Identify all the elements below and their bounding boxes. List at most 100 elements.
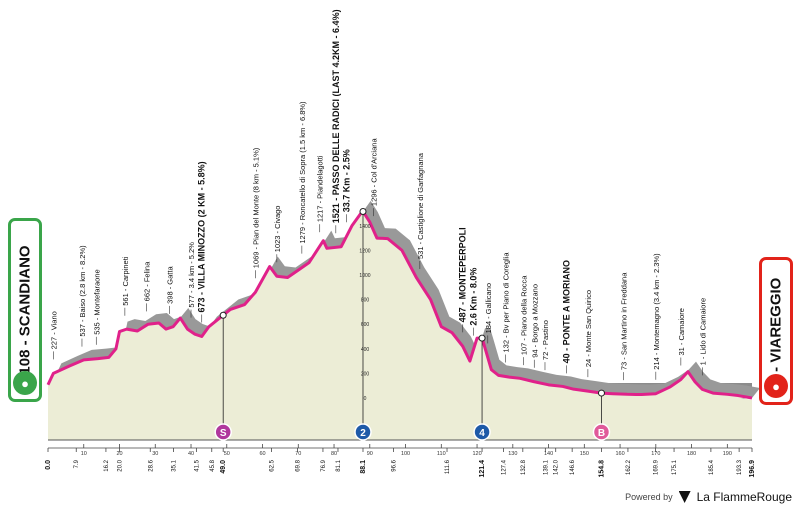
km-tick-label: 96.6 xyxy=(391,459,397,471)
place-label: 1521 - PASSO DELLE RADICI (LAST 4.2KM - … xyxy=(331,9,341,223)
km-tick-label: 142.0 xyxy=(554,459,560,475)
brand-name: La FlammeRouge xyxy=(696,490,792,504)
start-label: 108 - SCANDIANO xyxy=(16,245,34,375)
place-label: 1217 - Piandelagotti xyxy=(316,155,325,222)
km-tick-label: 41.5 xyxy=(194,459,200,471)
place-label: 33.7 Km - 2.5% xyxy=(342,149,352,212)
place-label: 531 - Castiglione di Garfagnana xyxy=(416,152,425,259)
marker-badge xyxy=(354,423,372,441)
km-tick-label: 35.1 xyxy=(171,459,177,471)
km-tick-label: 88.1 xyxy=(360,460,367,474)
place-label: 132 - Bv per Piano di Coreglia xyxy=(502,252,511,353)
marker-point xyxy=(478,334,486,342)
place-label: 561 - Carpineti xyxy=(121,256,130,306)
place-label: 662 - Felina xyxy=(142,261,151,301)
finish-badge: 0 - VIAREGGIO ● xyxy=(759,257,793,405)
bike-icon: ● xyxy=(13,371,37,395)
km-tick-label: 121.4 xyxy=(479,460,486,478)
place-label: 24 - Monte San Quirico xyxy=(584,290,593,367)
km-tick-label: 132.8 xyxy=(521,459,527,475)
place-label: 2.6 Km - 8.0% xyxy=(468,268,478,326)
km-tick-label: 0.0 xyxy=(45,460,52,470)
km-tick-label: 81.1 xyxy=(336,459,342,471)
marker-point xyxy=(597,389,605,397)
km-tick-label: 111.6 xyxy=(445,459,451,474)
minor-tick-label: 140 xyxy=(544,451,553,457)
km-tick-label: 146.6 xyxy=(570,459,576,475)
km-tick-label: 62.5 xyxy=(269,459,275,471)
place-label: 577 - 3.4 km - 5.2% xyxy=(187,242,196,308)
place-label: 1279 - Roncatello di Sopra (1.5 km - 6.8… xyxy=(298,101,307,244)
place-label: 72 - Pastino xyxy=(541,320,550,360)
km-tick-label: 45.8 xyxy=(210,459,216,471)
minor-tick-label: 190 xyxy=(723,451,732,457)
minor-tick-label: 170 xyxy=(651,451,660,457)
elevation-tick-label: 600 xyxy=(361,322,370,328)
km-tick-label: 162.2 xyxy=(626,459,632,475)
minor-tick-label: 160 xyxy=(615,451,624,457)
place-label: 31 - Camaiore xyxy=(677,308,686,356)
elevation-tick-label: 1400 xyxy=(359,224,370,230)
minor-tick-label: 80 xyxy=(331,451,337,457)
minor-tick-label: 110 xyxy=(437,451,446,457)
elevation-tick-label: 200 xyxy=(361,371,370,377)
km-tick-label: 154.8 xyxy=(598,460,605,478)
marker-point xyxy=(219,311,227,319)
minor-tick-label: 150 xyxy=(580,451,589,457)
place-label: 535 - Montefaraone xyxy=(92,269,101,334)
place-label: 398 - Gatta xyxy=(166,266,175,304)
place-label: 1069 - Pian del Monte (8 km - 5.1%) xyxy=(251,147,260,268)
minor-tick-label: 40 xyxy=(188,451,194,457)
footer: Powered by La FlammeRouge xyxy=(625,490,792,504)
km-tick-label: 185.4 xyxy=(709,459,715,475)
minor-tick-label: 120 xyxy=(472,451,481,457)
place-label: 73 - San Martino in Freddana xyxy=(620,272,629,370)
km-tick-label: 175.1 xyxy=(672,459,678,475)
marker-badge xyxy=(592,423,611,441)
place-label: 94 - Borgo a Mozzano xyxy=(530,284,539,358)
place-label: 1023 - Civago xyxy=(273,206,282,253)
km-tick-label: 169.9 xyxy=(653,459,659,475)
start-badge: 108 - SCANDIANO ● xyxy=(8,218,42,402)
minor-tick-label: 60 xyxy=(259,451,265,457)
elevation-tick-label: 1000 xyxy=(359,273,370,279)
finish-label: 0 - VIAREGGIO xyxy=(767,277,785,385)
km-tick-label: 49.0 xyxy=(220,460,227,474)
marker-label: 4 xyxy=(479,428,485,439)
place-label: 107 - Piano della Rocca xyxy=(520,275,529,355)
marker-label: B xyxy=(598,428,605,439)
profile-outline xyxy=(46,209,753,400)
elevation-tick-label: 1200 xyxy=(359,248,370,254)
place-label: 537 - Baiso (2.8 km - 8.2%) xyxy=(78,245,87,337)
elevation-tick-label: 400 xyxy=(361,347,370,353)
place-label: 40 - PONTE A MORIANO xyxy=(561,260,571,363)
place-label: 1 - Lido di Camaiore xyxy=(698,298,707,366)
km-tick-label: 16.2 xyxy=(104,459,110,471)
bike-icon: ● xyxy=(764,374,788,398)
marker-point xyxy=(359,207,367,215)
place-label: 487 - MONTEPERPOLI xyxy=(458,227,468,322)
km-tick-label: 196.9 xyxy=(749,460,756,478)
place-label: 227 - Viano xyxy=(49,311,58,349)
profile-band xyxy=(48,200,760,398)
marker-badge xyxy=(473,423,491,441)
km-tick-label: 193.3 xyxy=(737,459,743,475)
marker-label: 2 xyxy=(360,428,366,439)
km-tick-label: 76.9 xyxy=(321,459,327,471)
minor-tick-label: 70 xyxy=(295,451,301,457)
place-label: 673 - VILLA MINOZZO (2 KM - 5.8%) xyxy=(197,161,207,312)
elevation-tick-label: 0 xyxy=(364,396,367,402)
minor-tick-label: 20 xyxy=(116,451,122,457)
minor-tick-label: 100 xyxy=(401,451,410,457)
minor-tick-label: 130 xyxy=(508,451,517,457)
km-tick-label: 69.8 xyxy=(296,459,302,471)
minor-tick-label: 50 xyxy=(224,451,230,457)
minor-tick-label: 90 xyxy=(367,451,373,457)
marker-label: S xyxy=(220,428,227,439)
profile-fill xyxy=(48,210,752,398)
flamme-rouge-icon xyxy=(678,491,691,503)
km-tick-label: 28.6 xyxy=(148,459,154,471)
minor-tick-label: 10 xyxy=(81,451,87,457)
marker-badge xyxy=(214,423,232,441)
